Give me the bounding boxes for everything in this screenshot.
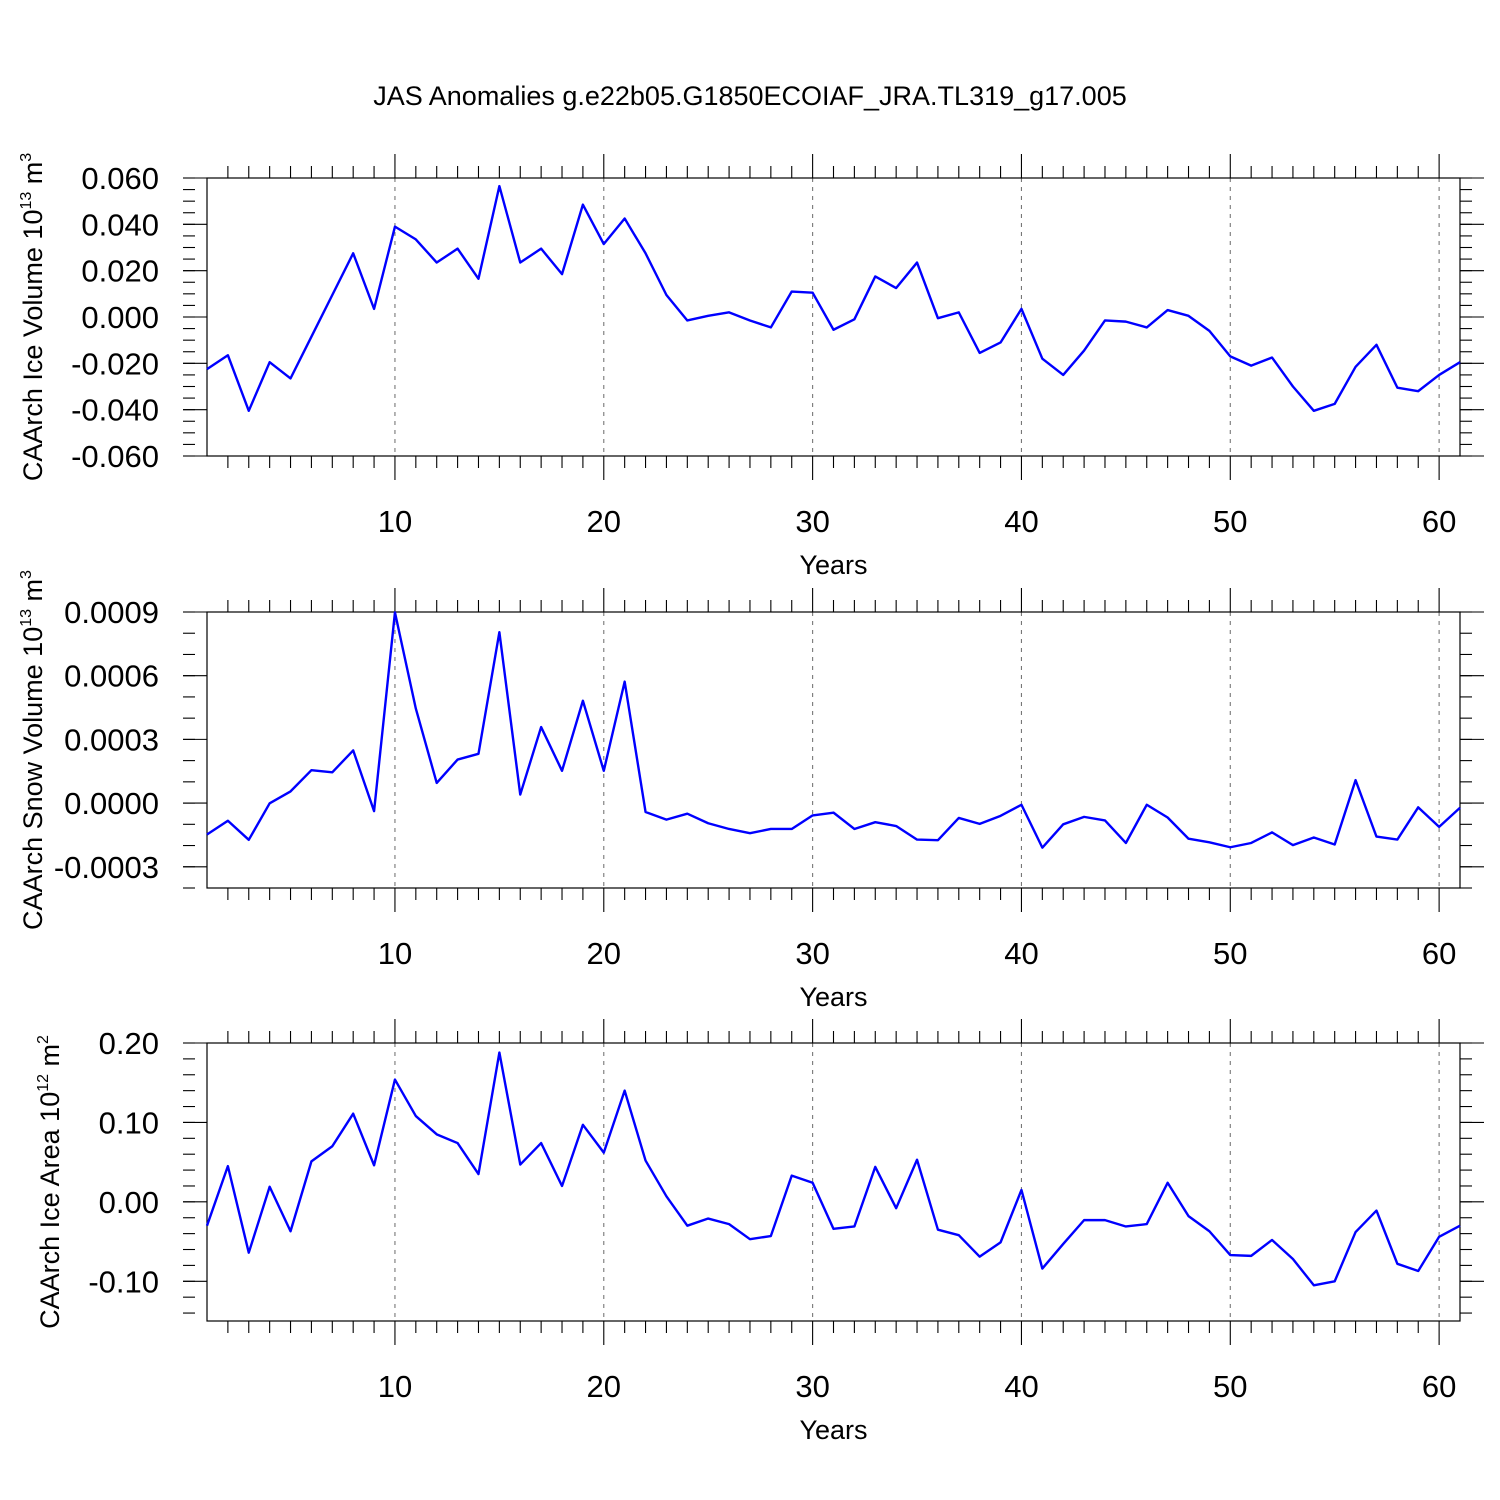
y-tick-label: -0.10 (88, 1264, 159, 1299)
y-axis-label-unit-exponent: 3 (18, 570, 35, 579)
x-tick-label: 60 (1422, 504, 1456, 539)
y-tick-label: 0.20 (99, 1026, 159, 1061)
y-axis-label: CAArch Ice Area 1012 m2 (35, 1035, 65, 1329)
x-tick-label: 50 (1213, 504, 1247, 539)
x-tick-label: 10 (378, 936, 412, 971)
x-tick-label: 30 (795, 504, 829, 539)
y-tick-label: 0.0000 (64, 786, 159, 821)
y-tick-label: 0.000 (81, 300, 159, 335)
chart-title: JAS Anomalies g.e22b05.G1850ECOIAF_JRA.T… (373, 81, 1126, 111)
x-tick-label: 20 (587, 504, 621, 539)
x-axis-label: Years (799, 982, 867, 1012)
y-axis-label-unit: m (18, 579, 48, 609)
y-axis-label-exponent: 13 (18, 609, 35, 627)
plot-frame (206, 177, 1461, 457)
y-tick-label: 0.0009 (64, 595, 159, 630)
x-axis-label: Years (799, 550, 867, 580)
y-tick-label: 0.060 (81, 161, 159, 196)
x-tick-label: 50 (1213, 1369, 1247, 1404)
x-tick-label: 10 (378, 1369, 412, 1404)
x-tick-label: 10 (378, 504, 412, 539)
y-tick-label: 0.020 (81, 254, 159, 289)
x-tick-label: 40 (1004, 936, 1038, 971)
y-tick-label: -0.060 (71, 439, 159, 474)
y-axis-label-unit-exponent: 2 (35, 1035, 52, 1044)
x-tick-label: 20 (587, 1369, 621, 1404)
y-tick-label: 0.00 (99, 1185, 159, 1220)
series-line (205, 1051, 1461, 1287)
panel-2: -0.0003 0.0000 0.0003 0.0006 0.0009 10 20 30 40 5… (18, 570, 1484, 1012)
x-tick-label: 60 (1422, 936, 1456, 971)
x-tick-label: 20 (587, 936, 621, 971)
y-axis-label-exponent: 12 (35, 1074, 52, 1092)
y-axis-label-exponent: 13 (18, 192, 35, 210)
x-tick-label: 40 (1004, 504, 1038, 539)
x-tick-label: 40 (1004, 1369, 1038, 1404)
y-axis-label-text: CAArch Snow Volume 10 (18, 627, 48, 930)
y-tick-label: -0.0003 (54, 850, 159, 885)
y-axis-label-unit: m (18, 162, 48, 192)
y-axis-label: CAArch Snow Volume 1013 m3 (18, 570, 48, 930)
y-axis-label-unit-exponent: 3 (18, 153, 35, 162)
y-tick-label: 0.0003 (64, 722, 159, 757)
panel-1: -0.060 -0.040 -0.020 0.000 0.020 0.040 0.060 10… (18, 153, 1484, 580)
y-tick-label: -0.020 (71, 346, 159, 381)
series-line (206, 611, 1461, 849)
plot-frame (206, 611, 1461, 889)
y-axis-label-unit: m (35, 1044, 65, 1074)
x-tick-label: 30 (795, 936, 829, 971)
y-axis-label: CAArch Ice Volume 1013 m3 (18, 153, 48, 481)
x-tick-label: 50 (1213, 936, 1247, 971)
y-axis-label-text: CAArch Ice Area 10 (35, 1092, 65, 1329)
panel-3: -0.10 0.00 0.10 0.20 10 20 30 40 50 60 Years CAArch… (35, 1019, 1484, 1445)
y-tick-label: 0.040 (81, 207, 159, 242)
x-tick-label: 30 (795, 1369, 829, 1404)
panels: -0.060 -0.040 -0.020 0.000 0.020 0.040 0.060 10… (18, 153, 1484, 1445)
y-tick-label: -0.040 (71, 393, 159, 428)
y-tick-label: 0.0006 (64, 659, 159, 694)
y-axis-label-text: CAArch Ice Volume 10 (18, 210, 48, 482)
y-tick-label: 0.10 (99, 1105, 159, 1140)
x-tick-label: 60 (1422, 1369, 1456, 1404)
x-axis-label: Years (799, 1415, 867, 1445)
plot-frame (206, 1042, 1461, 1322)
series-line (206, 184, 1461, 413)
